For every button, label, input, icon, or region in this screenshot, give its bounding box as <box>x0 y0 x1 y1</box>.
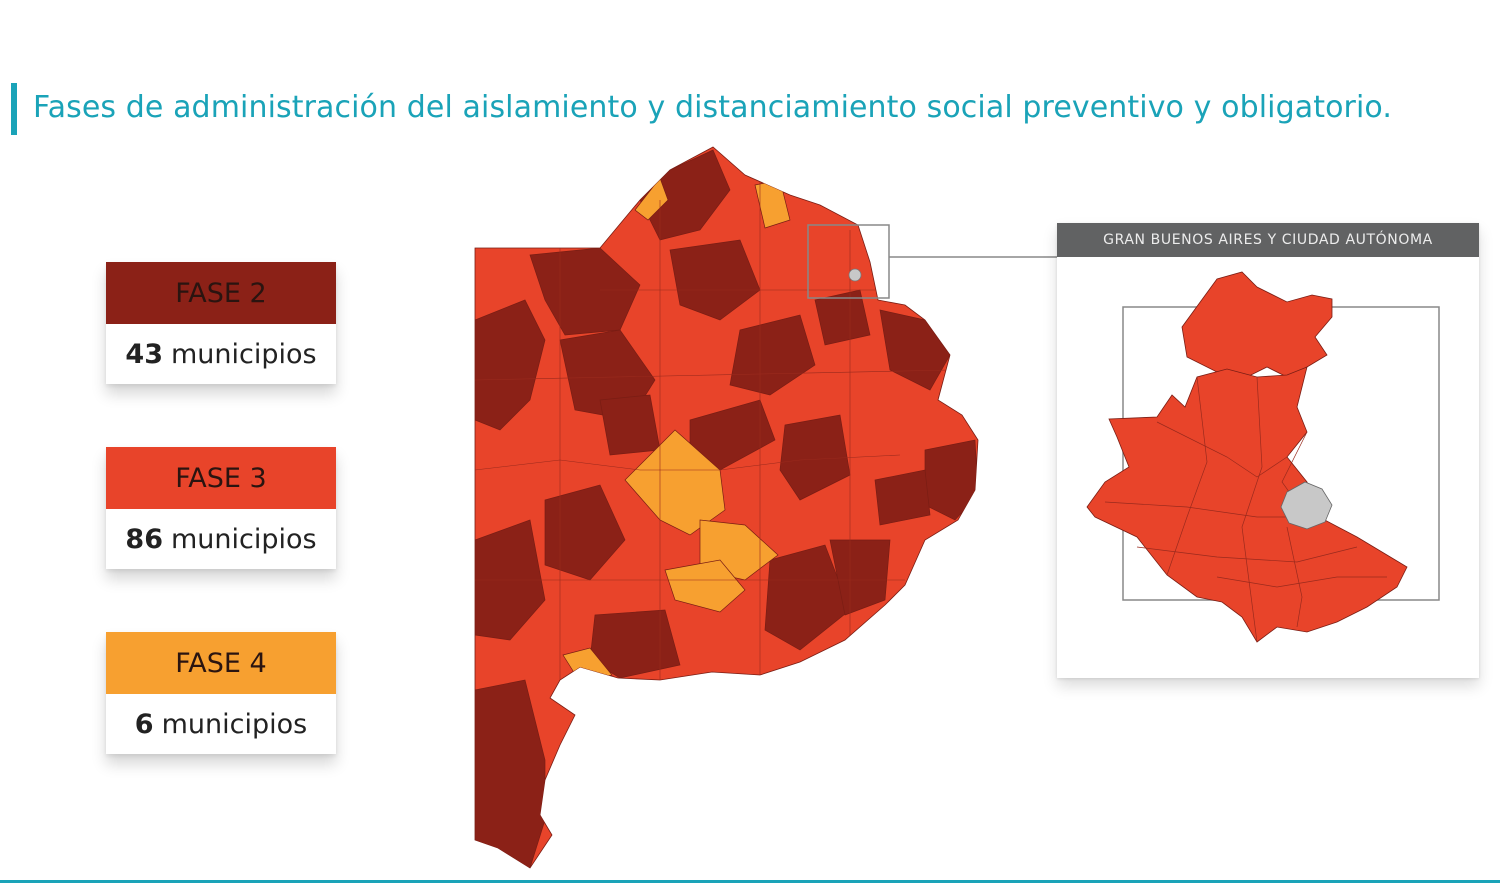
municipio-fase-2 <box>669 239 761 321</box>
municipio-fase-2 <box>924 439 978 521</box>
legend-fase-4-unit: municipios <box>161 708 308 740</box>
inset-map <box>1086 271 1440 643</box>
legend-fase-4-number: 6 <box>134 708 154 740</box>
inset-boundary <box>1286 526 1303 628</box>
legend-fase-3-count: 86 municipios <box>106 509 336 569</box>
legend-fase-3-label: FASE 3 <box>106 447 336 509</box>
inset-boundary <box>1216 576 1387 588</box>
legend-fase-4-label: FASE 4 <box>106 632 336 694</box>
municipio-fase-2 <box>544 484 626 581</box>
municipio-fase-2 <box>814 289 871 346</box>
legend-fase-2-label: FASE 2 <box>106 262 336 324</box>
legend-fase-2-number: 43 <box>125 338 163 370</box>
municipio-fase-2 <box>475 299 546 431</box>
inset-boundary <box>1156 421 1288 478</box>
legend-fase-3: FASE 3 86 municipios <box>106 447 336 569</box>
legend-fase-3-unit: municipios <box>170 523 317 555</box>
legend-fase-4-count: 6 municipios <box>106 694 336 754</box>
municipio-fase-2 <box>879 309 951 391</box>
inset-region-gba <box>1086 366 1408 643</box>
municipio-fase-2 <box>599 394 661 456</box>
caba-marker <box>848 268 862 282</box>
inset-boundary <box>1136 546 1358 563</box>
legend-fase-2-unit: municipios <box>170 338 317 370</box>
title-accent-bar <box>11 83 17 135</box>
page-title: Fases de administración del aislamiento … <box>33 90 1392 125</box>
municipio-fase-4 <box>634 177 669 221</box>
inset-region-north <box>1181 271 1333 378</box>
legend-fase-2: FASE 2 43 municipios <box>106 262 336 384</box>
legend-fase-3-number: 86 <box>125 523 163 555</box>
legend-fase-4: FASE 4 6 municipios <box>106 632 336 754</box>
municipio-fase-2 <box>764 544 851 651</box>
inset-boundary <box>1166 376 1208 576</box>
municipio-fase-2 <box>874 469 931 526</box>
zoom-selection-box <box>807 224 890 299</box>
bottom-accent-line <box>0 880 1500 883</box>
municipio-fase-2 <box>729 314 816 396</box>
inset-boundary <box>1241 376 1263 643</box>
municipio-fase-2 <box>829 539 891 616</box>
municipio-fase-4 <box>664 559 746 613</box>
inset-header: GRAN BUENOS AIRES Y CIUDAD AUTÓNOMA <box>1057 223 1479 257</box>
legend-fase-2-count: 43 municipios <box>106 324 336 384</box>
inset-caba <box>1280 481 1333 530</box>
